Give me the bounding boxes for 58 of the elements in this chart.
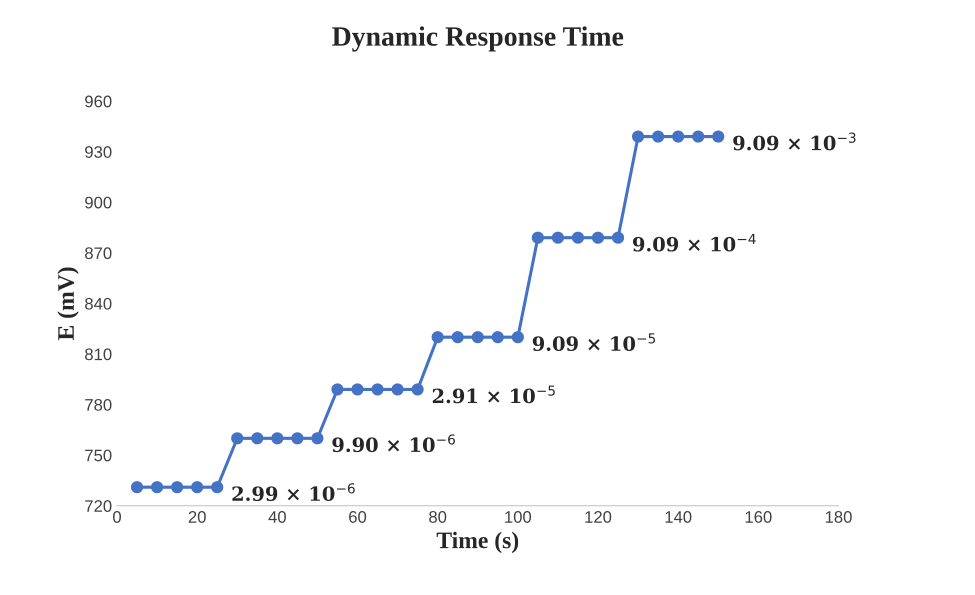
chart-title: Dynamic Response Time — [332, 26, 624, 52]
point — [251, 432, 264, 444]
point — [572, 232, 584, 244]
x-tick-label: 140 — [666, 511, 692, 523]
point — [412, 383, 424, 396]
point — [472, 331, 484, 344]
point — [291, 432, 304, 444]
x-tick-label: 160 — [746, 511, 772, 523]
point — [392, 383, 404, 396]
y-tick-label: 780 — [85, 399, 112, 411]
annotation: 2.91 × 10$^{−5}$ — [432, 386, 555, 404]
point — [171, 481, 184, 494]
x-tick-label: 80 — [429, 511, 446, 523]
x-tick-label: 120 — [585, 511, 612, 523]
point — [191, 481, 204, 494]
point — [351, 383, 364, 396]
point — [672, 130, 684, 143]
point — [432, 331, 444, 344]
annotation: 9.09 × 10$^{−3}$ — [733, 132, 856, 150]
point — [130, 481, 144, 494]
y-tick-label: 960 — [85, 96, 112, 108]
y-tick-label: 870 — [85, 247, 112, 260]
annotation: 9.09 × 10$^{−5}$ — [532, 333, 656, 352]
y-tick-label: 750 — [85, 450, 112, 462]
annotation: 2.99 × 10$^{−6}$ — [232, 483, 355, 502]
point — [271, 432, 284, 444]
point — [512, 331, 524, 344]
annotation: 9.09 × 10$^{−4}$ — [632, 234, 756, 252]
point — [632, 130, 644, 143]
point — [492, 331, 504, 344]
point — [311, 432, 324, 444]
point — [692, 130, 704, 143]
x-tick-label: 180 — [826, 511, 852, 523]
point — [231, 432, 244, 444]
point — [612, 232, 624, 244]
point — [452, 331, 464, 344]
y-tick-label: 900 — [85, 196, 112, 209]
y-tick-label: 810 — [85, 348, 112, 360]
x-tick-label: 0 — [113, 511, 121, 523]
annotation: 9.90 × 10$^{−6}$ — [332, 434, 455, 452]
point — [211, 481, 224, 494]
point — [371, 383, 384, 396]
point — [592, 232, 604, 244]
point — [532, 232, 544, 244]
x-tick-label: 60 — [349, 511, 366, 523]
y-tick-label: 840 — [85, 298, 112, 310]
point — [652, 130, 664, 143]
point — [331, 383, 344, 396]
point — [552, 232, 564, 244]
point — [151, 481, 164, 494]
y-tick-label: 930 — [85, 146, 112, 158]
x-tick-label: 100 — [505, 511, 532, 523]
y-tick-label: 720 — [85, 500, 112, 512]
x-tick-label: 40 — [268, 511, 286, 523]
x-axis-title: Time (s) — [436, 532, 518, 554]
y-axis-title: E (mV) — [57, 267, 79, 340]
point — [712, 130, 724, 143]
x-tick-label: 20 — [188, 511, 206, 523]
